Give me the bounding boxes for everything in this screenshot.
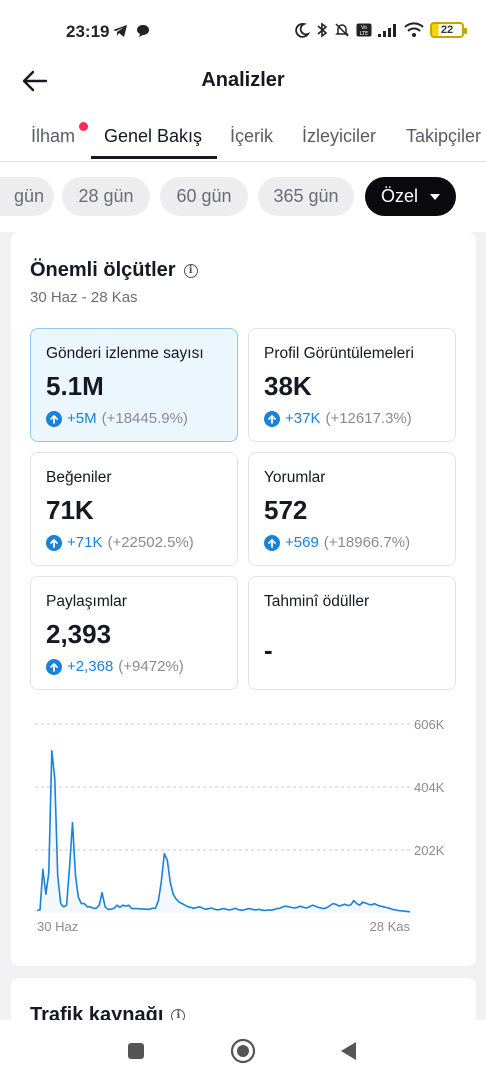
status-bar: 23:19 Vo LTE 22 (0, 0, 486, 64)
metric-label: Beğeniler (46, 469, 112, 486)
metric-value: 5.1M (46, 371, 104, 401)
x-tick-label: 30 Haz (37, 919, 78, 932)
battery-indicator: 22 (430, 22, 467, 38)
metric-change: +2,368 (+9472%) (46, 658, 184, 675)
metric-card-post-views[interactable]: Gönderi izlenme sayısı 5.1M +5M (+18445.… (30, 328, 238, 442)
metric-card-likes[interactable]: Beğeniler 71K +71K (+22502.5%) (30, 452, 238, 566)
metric-card-profile-views[interactable]: Profil Görüntülemeleri 38K +37K (+12617.… (248, 328, 456, 442)
telegram-icon (113, 25, 127, 37)
metric-change: +37K (+12617.3%) (264, 410, 412, 427)
series-line (36, 750, 411, 913)
arrow-up-icon (264, 534, 280, 551)
moon-icon (295, 22, 310, 38)
metric-card-comments[interactable]: Yorumlar 572 +569 (+18966.7%) (248, 452, 456, 566)
metric-change: +569 (+18966.7%) (264, 534, 410, 551)
tab-ilham[interactable]: İlham (31, 126, 76, 146)
status-system-icons: Vo LTE 22 (294, 22, 467, 38)
key-metrics-title: Önemli ölçütler (30, 259, 176, 281)
chip-365-gun[interactable]: 365 gün (258, 177, 354, 216)
info-icon[interactable]: i (183, 263, 198, 278)
metric-value: 572 (264, 495, 308, 525)
tab-genel-bakis[interactable]: Genel Bakış (104, 126, 203, 146)
change-absolute: +569 (285, 534, 319, 551)
change-absolute: +37K (285, 410, 321, 427)
header: Analizler (0, 64, 486, 120)
date-range-chips: gün 28 gün 60 gün 365 gün Özel (0, 162, 486, 232)
change-percent: (+22502.5%) (107, 534, 194, 551)
metric-value: 71K (46, 495, 94, 525)
change-percent: (+9472%) (118, 658, 184, 675)
home-circle-icon[interactable] (230, 1038, 256, 1064)
date-range: 30 Haz - 28 Kas (30, 289, 138, 306)
chip-label: 60 gün (176, 186, 232, 206)
chip-label: Özel (380, 186, 418, 206)
active-tab-indicator (91, 156, 217, 159)
y-tick-label: 404K (414, 780, 445, 795)
chip-ozel[interactable]: Özel (365, 177, 456, 216)
change-absolute: +2,368 (67, 658, 114, 675)
chip-label: gün (13, 186, 45, 206)
status-notification-icons (112, 24, 150, 38)
change-absolute: +5M (67, 410, 97, 427)
chip-60-gun[interactable]: 60 gün (160, 177, 248, 216)
notification-dot (79, 122, 88, 131)
metric-change: +5M (+18445.9%) (46, 410, 188, 427)
change-percent: (+18445.9%) (101, 410, 188, 427)
chip-partial-gun[interactable]: gün (0, 177, 54, 216)
recents-square-icon[interactable] (127, 1042, 145, 1060)
arrow-up-icon (264, 410, 280, 427)
chip-label: 365 gün (273, 186, 339, 206)
metric-label: Tahminî ödüller (264, 593, 370, 610)
change-percent: (+18966.7%) (323, 534, 411, 551)
caret-down-icon (430, 193, 440, 200)
wifi-icon (404, 22, 424, 37)
metric-label: Gönderi izlenme sayısı (46, 345, 204, 362)
arrow-up-icon (46, 534, 62, 551)
svg-text:LTE: LTE (360, 31, 368, 37)
chip-28-gun[interactable]: 28 gün (62, 177, 150, 216)
bluetooth-icon (317, 22, 328, 38)
muted-bell-icon (335, 23, 349, 37)
metric-change: +71K (+22502.5%) (46, 534, 194, 551)
views-chart: 606K 404K 202K 30 Haz 28 Kas (35, 717, 445, 932)
change-percent: (+12617.3%) (325, 410, 412, 427)
metric-value: 2,393 (46, 619, 112, 649)
metric-label: Paylaşımlar (46, 593, 127, 610)
status-time: 23:19 (66, 22, 110, 41)
arrow-up-icon (46, 410, 62, 427)
x-tick-label: 28 Kas (370, 919, 411, 932)
metric-card-shares[interactable]: Paylaşımlar 2,393 +2,368 (+9472%) (30, 576, 238, 690)
area-fill (37, 750, 410, 913)
metric-value: - (264, 635, 273, 665)
page-title: Analizler (201, 69, 285, 91)
tab-icerik[interactable]: İçerik (230, 126, 274, 146)
metric-label: Profil Görüntülemeleri (264, 345, 414, 362)
key-metrics-card: Önemli ölçütler i 30 Haz - 28 Kas Gönder… (11, 232, 476, 966)
tab-izleyiciler[interactable]: İzleyiciler (302, 126, 377, 146)
y-tick-label: 202K (414, 843, 445, 858)
change-absolute: +71K (67, 534, 103, 551)
signal-icon (378, 24, 396, 37)
tab-takipciler[interactable]: Takipçiler (406, 126, 482, 146)
arrow-up-icon (46, 658, 62, 675)
svg-text:Vo: Vo (361, 25, 367, 31)
system-nav-bar (0, 1020, 486, 1080)
section-title: Önemli ölçütler i (30, 259, 198, 282)
tab-bar: İlham Genel Bakış İçerik İzleyiciler Tak… (0, 116, 486, 162)
battery-level: 22 (440, 24, 454, 36)
arrow-left-icon[interactable] (20, 66, 50, 96)
chip-label: 28 gün (78, 186, 134, 206)
metric-value: 38K (264, 371, 312, 401)
chat-bubble-icon (137, 25, 149, 37)
y-tick-label: 606K (414, 717, 445, 732)
metric-card-estimated-rewards[interactable]: Tahminî ödüller - (248, 576, 456, 690)
back-triangle-icon[interactable] (338, 1040, 358, 1062)
metric-label: Yorumlar (264, 469, 326, 486)
